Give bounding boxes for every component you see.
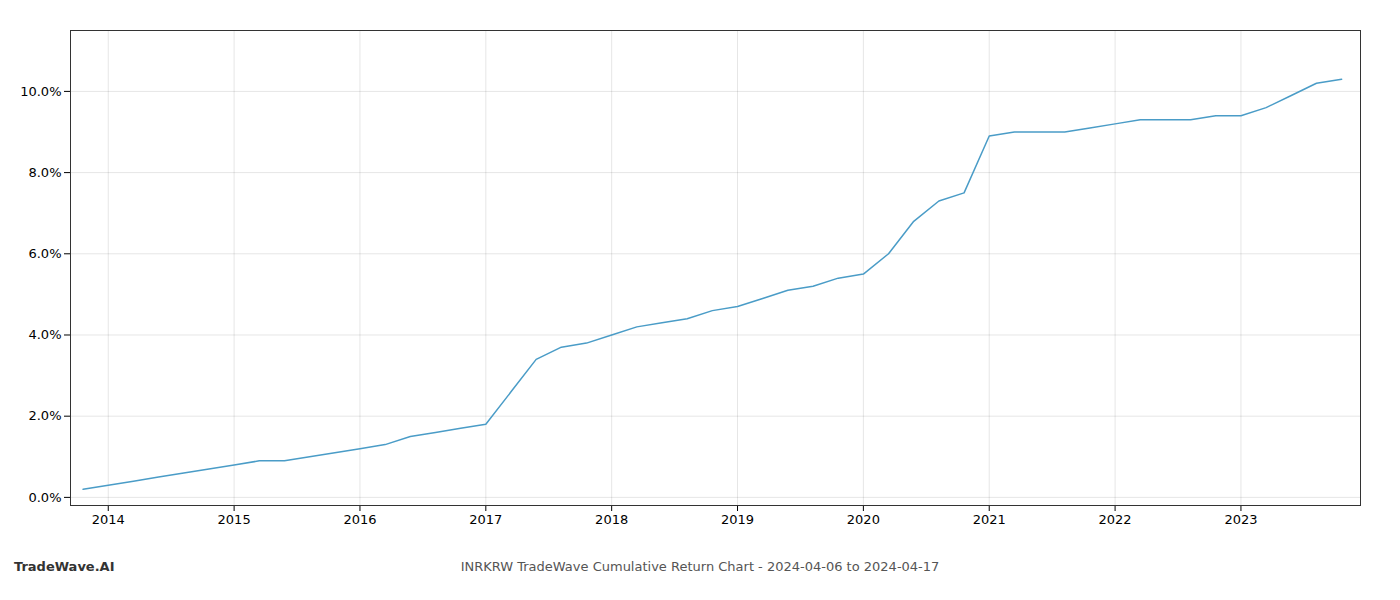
- svg-text:2020: 2020: [847, 512, 880, 527]
- svg-text:6.0%: 6.0%: [28, 246, 61, 261]
- svg-text:2019: 2019: [721, 512, 754, 527]
- svg-text:2016: 2016: [343, 512, 376, 527]
- svg-text:2018: 2018: [595, 512, 628, 527]
- svg-text:10.0%: 10.0%: [20, 84, 61, 99]
- svg-text:2021: 2021: [973, 512, 1006, 527]
- svg-text:4.0%: 4.0%: [28, 327, 61, 342]
- svg-text:8.0%: 8.0%: [28, 165, 61, 180]
- html-text:INRKRW TradeWave Cumulative Re: INRKRW TradeWave Cumulative Return Chart…: [460, 559, 940, 574]
- svg-text:2015: 2015: [218, 512, 251, 527]
- svg-text:2022: 2022: [1099, 512, 1132, 527]
- svg-text:2023: 2023: [1224, 512, 1257, 527]
- svg-text:2.0%: 2.0%: [28, 408, 61, 423]
- svg-text:2014: 2014: [92, 512, 125, 527]
- svg-text:0.0%: 0.0%: [28, 490, 61, 505]
- svg-text:2017: 2017: [469, 512, 502, 527]
- html-text:TradeWave.AI: TradeWave.AI: [14, 559, 115, 574]
